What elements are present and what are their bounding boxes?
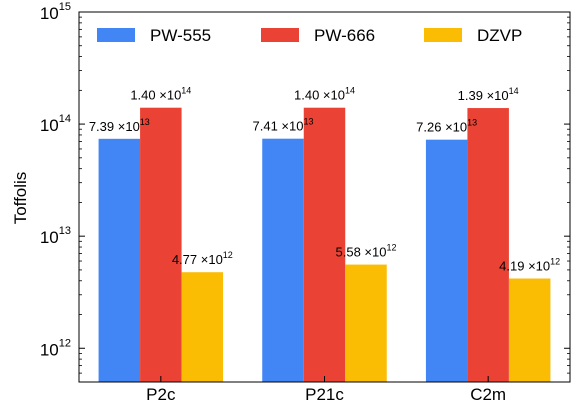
legend-swatch [97,28,135,42]
data-label: 7.41 ×1013 [253,117,314,134]
legend-item-pw-555: PW-555 [97,26,211,45]
bar-dzvp-p2c [181,272,224,382]
data-label: 1.40 ×1014 [130,86,191,103]
y-axis-label: Toffolis [11,172,30,225]
legend-swatch [424,28,462,42]
data-label: 4.19 ×1012 [499,257,560,274]
data-label: 1.39 ×1014 [458,86,519,103]
legend: PW-555 PW-666 DZVP [97,26,522,45]
legend-label: DZVP [477,26,522,45]
data-label: 7.39 ×1013 [89,117,150,134]
legend-label: PW-666 [314,26,375,45]
y-tick-label: 1015 [40,1,71,23]
x-tick-label: P21c [305,385,344,402]
bar-pw-666-p2c [140,107,182,383]
data-label: 4.77 ×1012 [172,250,233,267]
legend-item-dzvp: DZVP [424,26,522,45]
bar-dzvp-p21c [345,264,387,382]
data-label: 5.58 ×1012 [336,243,397,260]
bar-pw-555-c2m [425,139,468,382]
data-label: 1.40 ×1014 [294,86,355,103]
data-labels-group: 7.39 ×1013 7.41 ×1013 7.26 ×1013 1.40 ×1014… [89,86,560,274]
legend-swatch [261,28,299,42]
bar-dzvp-c2m [508,278,551,382]
bar-pw-555-p2c [98,138,141,382]
axes-group: 1012 1013 1014 1015 P2c P21c C2m [40,1,571,402]
data-label: 7.26 ×1013 [416,118,477,135]
x-tick-label: C2m [470,385,506,402]
bar-pw-666-c2m [467,108,509,382]
bar-pw-666-p21c [303,107,346,383]
legend-item-pw-666: PW-666 [261,26,375,45]
bar-pw-555-p21c [262,138,304,382]
bars-group [98,107,551,383]
y-tick-label: 1013 [40,225,71,247]
legend-label: PW-555 [150,26,211,45]
y-tick-label: 1012 [40,337,71,359]
x-tick-label: P2c [146,385,176,402]
y-tick-label: 1014 [40,113,71,135]
